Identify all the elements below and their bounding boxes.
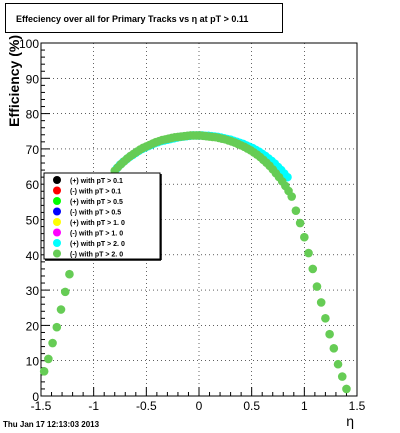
data-point <box>304 248 313 258</box>
data-point <box>52 322 62 332</box>
y-tick-label: 30 <box>26 284 40 298</box>
data-point <box>65 269 74 279</box>
legend-label: (-) with pT > 0.1 <box>70 189 121 196</box>
chart-title: Effeciency over all for Primary Tracks v… <box>16 14 249 24</box>
data-point <box>316 298 326 307</box>
y-axis-label: Efficiency (%) <box>6 35 22 127</box>
legend-marker <box>53 176 61 184</box>
legend-marker <box>53 197 61 205</box>
data-point <box>329 344 339 353</box>
legend-label: (-) with pT > 2. 0 <box>70 252 123 259</box>
x-tick-label: 1 <box>301 399 308 413</box>
legend-label: (+) with pT > 0.5 <box>70 199 123 206</box>
legend-marker <box>53 218 61 226</box>
legend-label: (+) with pT > 2. 0 <box>70 241 125 248</box>
data-point <box>56 305 66 314</box>
timestamp-footer: Thu Jan 17 12:13:03 2013 <box>3 420 100 429</box>
data-point <box>44 354 53 364</box>
data-point <box>300 232 309 242</box>
legend-label: (+) with pT > 1. 0 <box>70 220 125 227</box>
data-point <box>60 287 70 297</box>
y-tick-label: 100 <box>19 37 39 51</box>
x-axis-label: η <box>346 413 354 429</box>
legend-marker <box>53 228 61 237</box>
y-tick-label: 90 <box>26 72 40 86</box>
data-point <box>39 366 49 376</box>
y-tick-label: 80 <box>26 108 40 122</box>
x-tick-label: -1.5 <box>31 399 52 413</box>
data-point <box>337 372 347 381</box>
y-tick-label: 70 <box>26 143 40 157</box>
y-tick-label: 0 <box>32 390 39 404</box>
y-tick-label: 10 <box>26 355 40 369</box>
data-point <box>291 206 301 215</box>
data-point <box>312 282 322 291</box>
legend-marker <box>53 186 61 195</box>
y-tick-label: 50 <box>26 214 40 228</box>
x-tick-label: 0 <box>196 399 203 413</box>
x-tick-label: -0.5 <box>136 399 157 413</box>
legend-label: (+) with pT > 0.1 <box>70 178 123 185</box>
legend-marker <box>53 239 61 247</box>
legend-marker <box>53 207 61 216</box>
data-point <box>321 314 330 323</box>
x-tick-label: 1.5 <box>349 399 366 413</box>
chart-title-box: Effeciency over all for Primary Tracks v… <box>5 3 283 33</box>
x-tick-label: 0.5 <box>243 399 260 413</box>
x-tick-label: -1 <box>88 399 99 413</box>
legend-label: (-) with pT > 0.5 <box>70 210 121 217</box>
y-tick-label: 40 <box>26 249 40 263</box>
data-point <box>48 338 57 348</box>
data-point <box>333 359 343 369</box>
data-point <box>287 192 296 201</box>
data-point <box>342 384 351 394</box>
y-tick-label: 60 <box>26 178 40 192</box>
legend-box <box>43 172 161 260</box>
data-point <box>308 264 318 274</box>
y-tick-label: 20 <box>26 319 40 333</box>
legend-label: (-) with pT > 1. 0 <box>70 231 123 238</box>
data-point <box>325 329 334 339</box>
data-point <box>295 218 305 228</box>
legend-marker <box>53 249 61 258</box>
